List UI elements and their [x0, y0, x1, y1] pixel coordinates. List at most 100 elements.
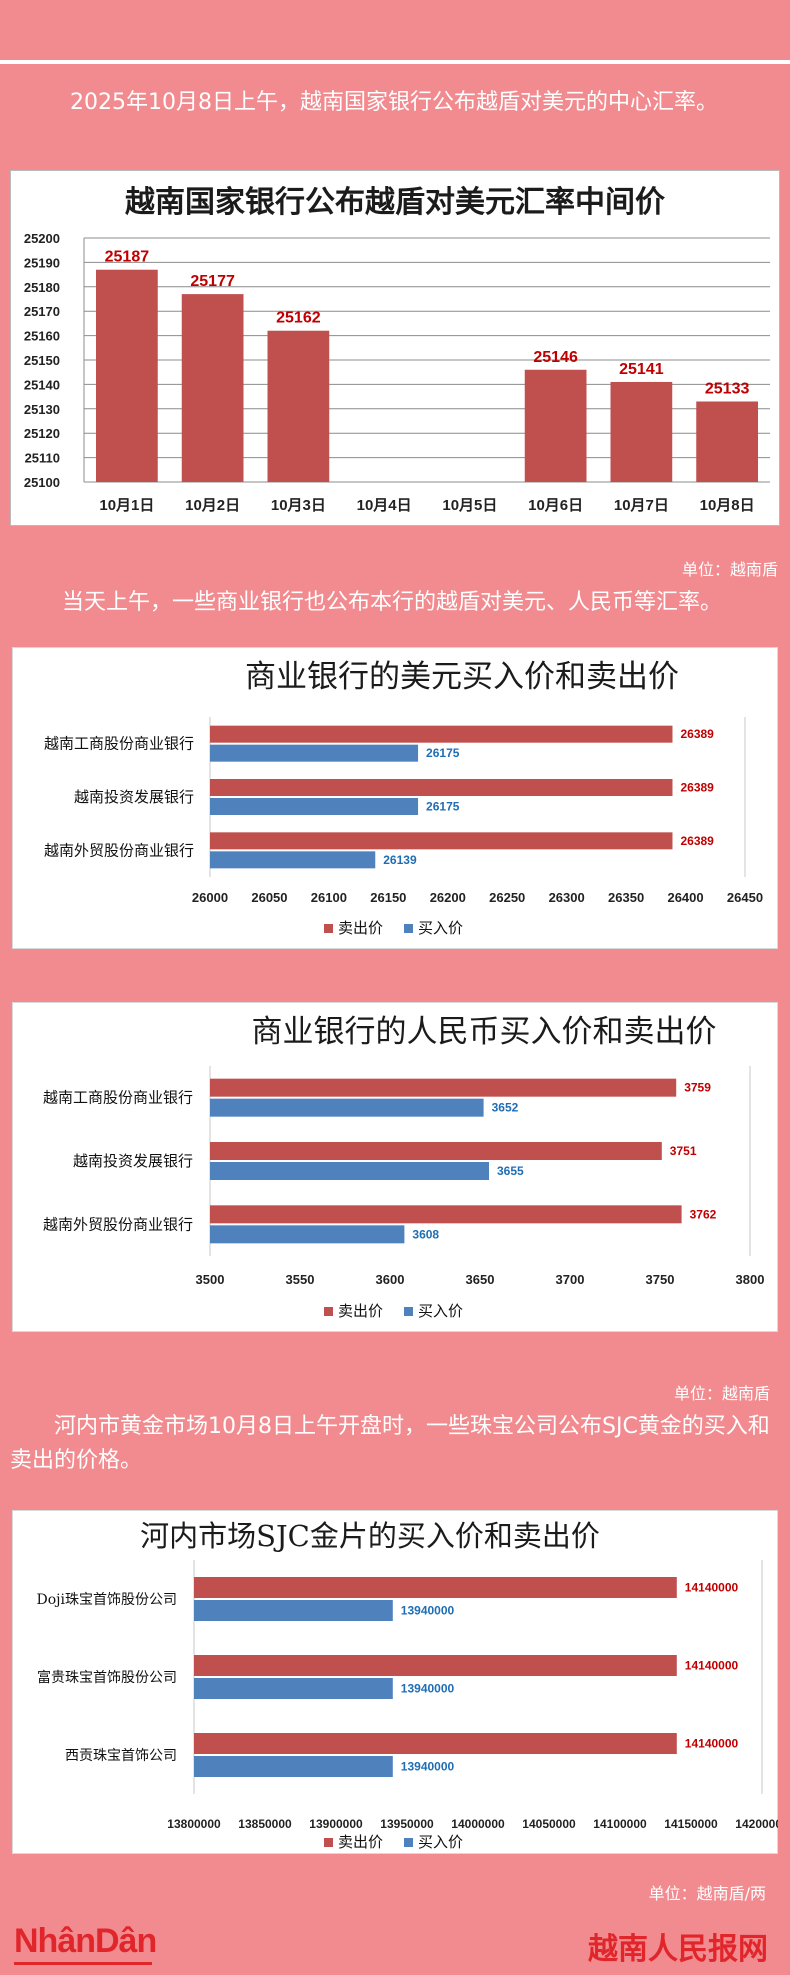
legend-swatch-sell [324, 1838, 333, 1847]
chart-title: 商业银行的美元买入价和卖出价 [245, 659, 679, 695]
x-tick-label: 3500 [196, 1272, 225, 1287]
legend-label-buy: 买入价 [418, 1833, 463, 1851]
chart-border [12, 1510, 778, 1854]
category-label: 越南工商股份商业银行 [44, 735, 194, 753]
logo-underline [14, 1962, 152, 1965]
legend-swatch-sell [324, 924, 333, 933]
x-tick-label: 3700 [556, 1272, 585, 1287]
unit-label-1: 单位：越南盾 [681, 560, 778, 579]
chart-title: 商业银行的人民币买入价和卖出价 [252, 1014, 717, 1050]
legend-swatch-sell [324, 1307, 333, 1316]
y-tick-label: 25110 [25, 451, 60, 466]
x-tick-label: 3650 [466, 1272, 495, 1287]
x-tick-label: 3750 [646, 1272, 675, 1287]
chart-title: 河内市场SJC金片的买入价和卖出价 [140, 1519, 600, 1553]
chart-card-central-rate: 越南国家银行公布越盾对美元汇率中间价 25100 25110 25120 25130 25… [10, 170, 780, 526]
y-tick-label: 25180 [24, 280, 60, 295]
x-tick-label: 14100000 [593, 1817, 647, 1831]
data-label: 25177 [190, 273, 235, 290]
x-tick-label: 10月2日 [185, 497, 240, 514]
bar [267, 330, 330, 482]
x-tick-label: 10月6日 [528, 497, 583, 514]
bar [96, 269, 158, 482]
buy-bar [210, 1162, 489, 1180]
buy-bar [210, 851, 376, 869]
category-label: 越南投资发展银行 [73, 1152, 193, 1170]
intro-paragraph-2: 当天上午，一些商业银行也公布本行的越盾对美元、人民币等汇率。 [62, 590, 723, 615]
x-tick-label: 26050 [251, 890, 287, 905]
category-label: 越南投资发展银行 [74, 788, 194, 806]
x-tick-label: 26250 [489, 890, 525, 905]
data-label: 26175 [426, 746, 460, 760]
site-name: 越南人民报网 [588, 1932, 768, 1967]
category-label: 越南外贸股份商业银行 [44, 841, 194, 859]
sell-bar [210, 1142, 662, 1160]
legend-swatch-buy [404, 924, 413, 933]
bar [696, 401, 758, 482]
category-label: 西贡珠宝首饰公司 [65, 1748, 177, 1764]
x-tick-label: 14000000 [451, 1817, 505, 1831]
buy-bar [194, 1756, 393, 1777]
category-label: 富贵珠宝首饰股份公司 [37, 1669, 177, 1686]
bar [181, 294, 244, 482]
chart-card-usd-rate: 商业银行的美元买入价和卖出价 26000 26050 26100 26150 26200 2… [12, 647, 778, 949]
x-tick-label: 10月7日 [614, 497, 669, 514]
x-tick-label: 26300 [549, 890, 585, 905]
category-label: 越南工商股份商业银行 [43, 1089, 193, 1107]
x-tick-label: 10月3日 [271, 497, 326, 514]
sjc-gold-chart: 河内市场SJC金片的买入价和卖出价 13800000 13850000 1390000… [12, 1510, 778, 1854]
data-label: 3759 [684, 1081, 711, 1095]
data-label: 26389 [680, 834, 714, 848]
intro-paragraph-3: 河内市黄金市场10月8日上午开盘时，一些珠宝公司公布SJC黄金的买入和卖出的价格… [10, 1414, 770, 1473]
x-tick-label: 13950000 [380, 1817, 434, 1831]
x-tick-label: 10月5日 [442, 497, 497, 514]
category-label: Doji珠宝首饰股份公司 [37, 1592, 177, 1608]
unit-label-3: 单位：越南盾/两 [648, 1884, 766, 1903]
data-label: 26139 [383, 853, 417, 867]
data-label: 14140000 [685, 1581, 739, 1595]
data-label: 3751 [670, 1144, 697, 1158]
y-tick-label: 25150 [24, 353, 60, 368]
chart-title: 越南国家银行公布越盾对美元汇率中间价 [125, 185, 665, 220]
x-tick-label: 3600 [376, 1272, 405, 1287]
data-label: 13940000 [401, 1604, 455, 1618]
x-tick-label: 26350 [608, 890, 644, 905]
nhandan-logo: NhânDân [14, 1922, 157, 1960]
chart-border [12, 1002, 778, 1332]
cny-rate-chart: 商业银行的人民币买入价和卖出价 3500 3550 3600 3650 3700 3750 3… [12, 1002, 778, 1332]
legend-label-sell: 卖出价 [338, 1833, 383, 1851]
data-label: 3608 [412, 1227, 439, 1241]
x-tick-label: 26100 [311, 890, 347, 905]
x-tick-label: 10月8日 [700, 497, 755, 514]
buy-bar [210, 1225, 405, 1244]
x-tick-label: 3550 [286, 1272, 315, 1287]
data-label: 13940000 [401, 1760, 455, 1774]
buy-bar [194, 1600, 393, 1621]
y-tick-label: 25130 [24, 402, 60, 417]
central-rate-chart: 越南国家银行公布越盾对美元汇率中间价 25100 25110 25120 25130 25… [10, 170, 780, 526]
x-tick-label: 26400 [667, 890, 703, 905]
data-label: 25187 [105, 249, 150, 266]
x-tick-label: 3800 [736, 1272, 765, 1287]
sell-bar [210, 779, 673, 796]
sell-bar [210, 725, 673, 743]
y-tick-label: 25170 [24, 304, 60, 319]
sell-bar [194, 1577, 677, 1598]
y-tick-label: 25120 [24, 426, 60, 441]
data-label: 26175 [426, 800, 460, 814]
data-label: 3762 [690, 1207, 717, 1221]
sell-bar [210, 832, 673, 850]
data-label: 26389 [680, 781, 714, 795]
y-tick-label: 25100 [24, 475, 60, 490]
legend-swatch-buy [404, 1838, 413, 1847]
legend-label-sell: 卖出价 [338, 919, 383, 937]
buy-bar [210, 798, 419, 815]
bar [524, 369, 587, 482]
y-tick-label: 25160 [24, 329, 60, 344]
chart-card-sjc-gold: 河内市场SJC金片的买入价和卖出价 13800000 13850000 1390000… [12, 1510, 778, 1854]
chart-border [10, 170, 780, 526]
buy-bar [210, 1098, 484, 1117]
sell-bar [210, 1078, 677, 1097]
y-tick-label: 25140 [24, 377, 60, 392]
data-label: 3652 [492, 1101, 519, 1115]
